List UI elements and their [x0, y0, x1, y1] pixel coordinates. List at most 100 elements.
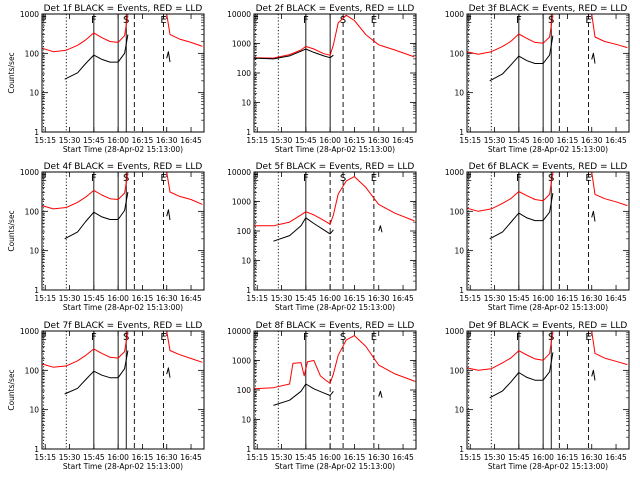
- y-axis-label: Counts/sec: [7, 369, 16, 410]
- chart-panel-4: Det 4f BLACK = Events, RED = LLD 1 10 100 10…: [7, 162, 205, 312]
- x-tick-label: 16:30: [368, 453, 390, 462]
- x-tick-label: 16:30: [156, 136, 178, 145]
- x-tick-label: 15:15: [246, 294, 268, 303]
- x-axis-label: Start Time (28-Apr-02 15:13:00): [488, 462, 608, 471]
- x-tick-label: 15:15: [459, 136, 481, 145]
- chart-panel-6: Det 6f BLACK = Events, RED = LLD 1 10 100 10…: [445, 162, 630, 312]
- series-events-line-post: [378, 390, 383, 398]
- chart-panel-5: Det 5f BLACK = Events, RED = LLD 1 10 100 10…: [227, 162, 417, 312]
- marker-label: E: [40, 173, 46, 184]
- plot-frame: [253, 171, 417, 291]
- y-tick-label: 1: [34, 286, 39, 295]
- y-tick-label: 100: [450, 207, 465, 216]
- y-tick-label: 100: [25, 366, 40, 375]
- series-events-line-post: [591, 369, 596, 381]
- x-tick-label: 15:30: [484, 294, 506, 303]
- series-events-line: [489, 193, 554, 240]
- chart-title: Det 4f BLACK = Events, RED = LLD: [44, 162, 203, 172]
- x-tick-label: 15:30: [271, 453, 293, 462]
- series-events-line: [64, 34, 129, 80]
- chart-title: Det 8f BLACK = Events, RED = LLD: [256, 321, 415, 331]
- plot-frame: [253, 13, 417, 133]
- series-lld-line: [41, 171, 129, 210]
- marker-label: E: [465, 15, 471, 26]
- y-tick-label: 100: [450, 49, 465, 58]
- series-events-line: [64, 191, 129, 240]
- x-tick-label: 15:30: [59, 136, 81, 145]
- series-events-line: [273, 217, 334, 242]
- y-tick-label: 10: [29, 247, 39, 256]
- chart-title: Det 7f BLACK = Events, RED = LLD: [44, 321, 203, 331]
- marker-label: E: [465, 173, 471, 184]
- x-axis-label: Start Time (28-Apr-02 15:13:00): [63, 303, 183, 312]
- x-tick-label: 16:30: [581, 294, 603, 303]
- y-tick-label: 1: [246, 128, 251, 137]
- chart-panel-8: Det 8f BLACK = Events, RED = LLD 1 10 100 10…: [227, 321, 417, 471]
- chart-title: Det 2f BLACK = Events, RED = LLD: [256, 4, 415, 14]
- x-tick-label: 16:00: [319, 294, 341, 303]
- x-tick-label: 16:00: [532, 136, 554, 145]
- marker-label: S: [340, 173, 346, 184]
- y-tick-label: 1: [459, 445, 464, 454]
- marker-label: E: [160, 173, 166, 184]
- marker-label: E: [371, 173, 377, 184]
- x-tick-label: 16:45: [180, 136, 202, 145]
- marker-label: S: [548, 332, 554, 343]
- x-tick-label: 16:45: [392, 453, 414, 462]
- y-tick-label: 10000: [227, 10, 251, 19]
- series-lld-line: [466, 171, 554, 212]
- marker-label: F: [516, 173, 522, 184]
- marker-label: F: [516, 332, 522, 343]
- series-events-line-post: [378, 225, 383, 233]
- x-axis-label: Start Time (28-Apr-02 15:13:00): [488, 145, 608, 154]
- chart-title: Det 3f BLACK = Events, RED = LLD: [469, 4, 628, 14]
- x-tick-label: 16:15: [344, 453, 366, 462]
- x-tick-label: 16:45: [605, 294, 627, 303]
- y-tick-label: 10000: [227, 327, 251, 336]
- y-tick-label: 1: [459, 286, 464, 295]
- y-tick-label: 10: [29, 406, 39, 415]
- x-tick-label: 16:45: [605, 453, 627, 462]
- marker-label: E: [252, 332, 258, 343]
- y-tick-label: 10: [454, 247, 464, 256]
- marker-label: S: [340, 332, 346, 343]
- marker-label: F: [303, 15, 309, 26]
- x-tick-label: 16:00: [107, 136, 129, 145]
- chart-panel-7: Det 7f BLACK = Events, RED = LLD 1 10 100 10…: [7, 321, 205, 471]
- x-tick-label: 16:00: [319, 453, 341, 462]
- marker-label: S: [548, 15, 554, 26]
- x-tick-label: 15:45: [508, 136, 530, 145]
- y-tick-label: 10: [454, 406, 464, 415]
- series-lld-line: [466, 13, 554, 55]
- series-lld-line: [253, 14, 415, 59]
- marker-label: S: [123, 15, 129, 26]
- x-tick-label: 15:45: [295, 453, 317, 462]
- y-tick-label: 10: [454, 89, 464, 98]
- marker-label: F: [91, 332, 97, 343]
- y-tick-label: 100: [25, 49, 40, 58]
- series-lld-line: [41, 13, 129, 53]
- y-tick-label: 10: [241, 416, 251, 425]
- series-events-line: [489, 35, 554, 82]
- x-tick-label: 16:00: [532, 453, 554, 462]
- x-tick-label: 15:30: [484, 453, 506, 462]
- y-tick-label: 1000: [445, 10, 464, 19]
- x-tick-label: 16:15: [344, 136, 366, 145]
- x-tick-label: 16:45: [180, 453, 202, 462]
- series-events-line-post: [166, 51, 171, 63]
- y-tick-label: 1: [246, 286, 251, 295]
- marker-label: E: [371, 15, 377, 26]
- plot-frame: [41, 171, 205, 291]
- marker-label: E: [252, 15, 258, 26]
- y-tick-label: 100: [450, 366, 465, 375]
- marker-label: E: [585, 173, 591, 184]
- x-tick-label: 16:30: [368, 136, 390, 145]
- plot-frame: [253, 330, 417, 450]
- plot-frame: [466, 171, 630, 291]
- y-axis-label: Counts/sec: [7, 210, 16, 251]
- series-lld-line: [254, 176, 415, 227]
- x-tick-label: 15:30: [59, 453, 81, 462]
- x-axis-label: Start Time (28-Apr-02 15:13:00): [488, 303, 608, 312]
